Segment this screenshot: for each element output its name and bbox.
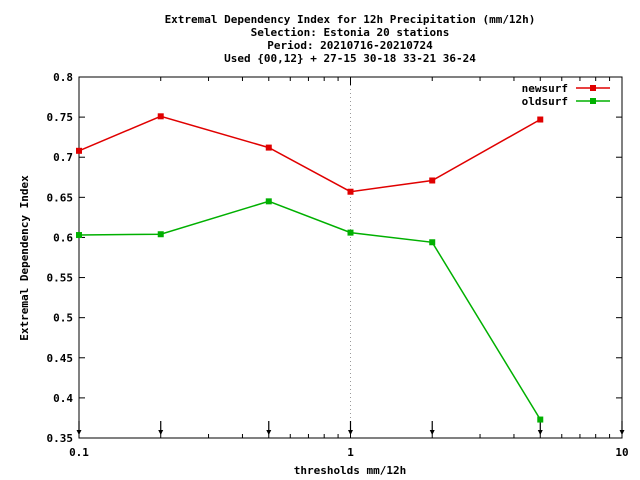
- y-tick-label: 0.4: [53, 392, 73, 405]
- legend-marker-oldsurf: [590, 98, 596, 104]
- point-oldsurf: [76, 232, 82, 239]
- point-newsurf: [157, 113, 164, 120]
- y-tick-label: 0.8: [53, 71, 73, 84]
- threshold-marker-arrow: [348, 430, 353, 435]
- threshold-marker-arrow: [429, 430, 435, 435]
- series-layer: [76, 113, 544, 423]
- point-oldsurf: [157, 231, 164, 238]
- point-oldsurf: [537, 416, 544, 423]
- series-line-newsurf: [78, 115, 541, 193]
- point-newsurf: [265, 144, 272, 151]
- y-tick-label: 0.55: [47, 272, 74, 285]
- axis-layer: 0.35 0.4 0.45 0.5 0.55 0.6 0.65 0.7 0.75 0.8 0.1 1 1…: [47, 71, 629, 459]
- x-axis-label: thresholds mm/12h: [294, 464, 407, 477]
- point-oldsurf: [429, 239, 436, 246]
- point-newsurf: [429, 177, 436, 184]
- x-tick-label: 10: [615, 446, 628, 459]
- legend-label-newsurf: newsurf: [522, 82, 568, 95]
- legend-marker-newsurf: [590, 85, 596, 91]
- point-newsurf: [347, 188, 354, 195]
- point-newsurf: [76, 147, 82, 154]
- y-tick-label: 0.6: [53, 231, 73, 244]
- point-oldsurf: [265, 198, 272, 205]
- y-axis-label: Extremal Dependency Index: [18, 175, 31, 341]
- title-line-4: Used {00,12} + 27-15 30-18 33-21 36-24: [224, 52, 476, 65]
- title-line-1: Extremal Dependency Index for 12h Precip…: [165, 13, 536, 26]
- y-tick-label: 0.45: [47, 352, 74, 365]
- threshold-marker-arrow: [76, 430, 82, 435]
- point-oldsurf: [347, 229, 354, 236]
- y-tick-label: 0.65: [47, 191, 74, 204]
- title-line-2: Selection: Estonia 20 stations: [251, 26, 450, 39]
- threshold-marker-arrow: [537, 430, 543, 435]
- threshold-marker-arrow: [266, 430, 272, 435]
- threshold-marker-arrow: [619, 430, 625, 435]
- title-line-3: Period: 20210716-20210724: [267, 39, 433, 52]
- y-tick-label: 0.75: [47, 111, 74, 124]
- y-tick-label: 0.35: [47, 432, 74, 445]
- threshold-marker-arrow: [158, 430, 164, 435]
- chart-title: Extremal Dependency Index for 12h Precip…: [165, 13, 536, 65]
- y-tick-label: 0.5: [53, 312, 73, 325]
- point-newsurf: [537, 116, 544, 123]
- series-line-oldsurf: [78, 200, 541, 420]
- legend-label-oldsurf: oldsurf: [522, 95, 568, 108]
- x-tick-label: 0.1: [69, 446, 89, 459]
- x-tick-label: 1: [347, 446, 354, 459]
- y-tick-label: 0.7: [53, 151, 73, 164]
